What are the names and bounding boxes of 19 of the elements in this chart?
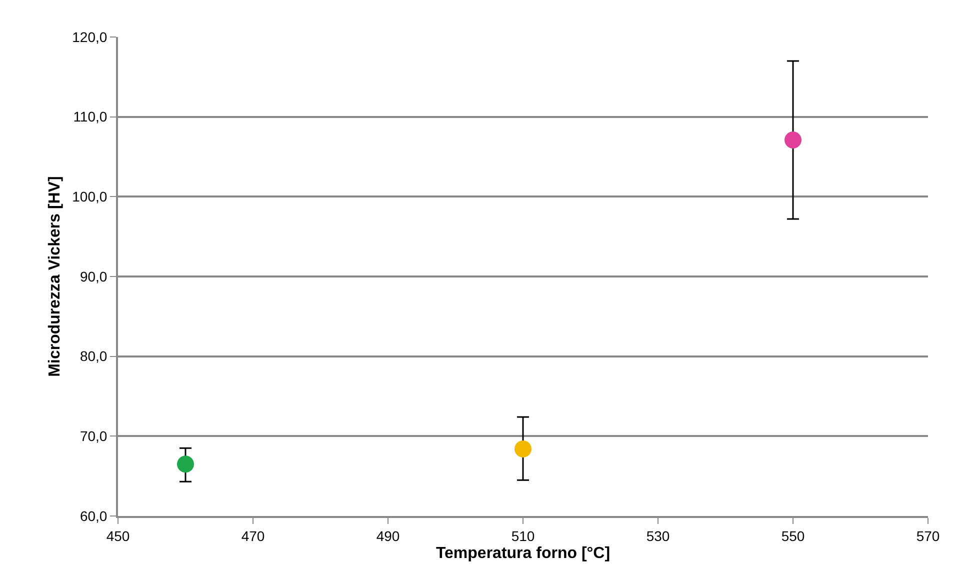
x-tick-label: 530 bbox=[646, 528, 670, 544]
y-tick-label: 80,0 bbox=[80, 348, 108, 364]
y-tick-label: 100,0 bbox=[72, 188, 108, 205]
y-tick-label: 90,0 bbox=[80, 268, 108, 284]
x-axis-title: Temperatura forno [°C] bbox=[436, 545, 610, 562]
x-tick-label: 550 bbox=[781, 528, 805, 544]
point bbox=[177, 456, 194, 473]
x-tick-label: 490 bbox=[376, 528, 400, 544]
x-tick-label: 470 bbox=[241, 528, 265, 544]
point bbox=[784, 131, 802, 148]
x-tick-label: 510 bbox=[511, 528, 535, 544]
y-tick-label: 110,0 bbox=[73, 108, 108, 125]
y-tick-label: 60,0 bbox=[80, 508, 108, 524]
y-axis-title: Microdurezza Vickers [HV] bbox=[46, 176, 64, 377]
x-tick-label: 570 bbox=[916, 528, 940, 544]
y-tick-label: 70,0 bbox=[80, 428, 108, 444]
point bbox=[514, 440, 532, 458]
x-tick-label: 450 bbox=[106, 528, 130, 544]
y-tick-label: 120,0 bbox=[72, 28, 108, 45]
